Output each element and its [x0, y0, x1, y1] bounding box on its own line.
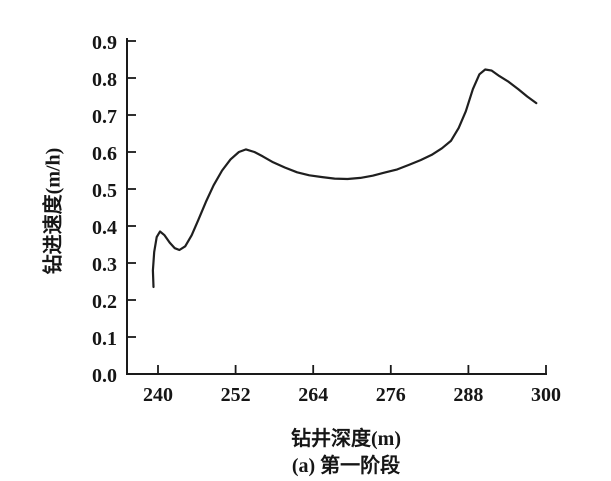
x-axis-label: 钻井深度(m) [291, 428, 401, 450]
x-tick-label: 240 [143, 384, 173, 406]
x-tick-label: 252 [220, 384, 251, 406]
x-tick-label: 264 [298, 384, 329, 406]
y-tick-label: 0.5 [92, 180, 117, 202]
figure-caption: (a) 第一阶段 [291, 455, 401, 477]
x-tick-label: 288 [453, 384, 484, 406]
x-tick-label: 276 [375, 384, 406, 406]
y-tick-label: 0.2 [92, 291, 117, 313]
y-axis-label: 钻进速度(m/h) [42, 147, 65, 275]
y-tick-label: 0.4 [92, 217, 117, 239]
series-line [151, 68, 538, 289]
y-tick-label: 0.9 [92, 32, 117, 54]
axis-lines [126, 38, 547, 375]
x-tick-label: 300 [531, 384, 561, 406]
y-tick-label: 0.8 [92, 69, 117, 91]
y-tick-label: 0.7 [92, 106, 117, 128]
y-tick-label: 0.1 [92, 328, 117, 350]
y-tick-label: 0.6 [92, 143, 117, 165]
y-tick-label: 0.0 [92, 365, 117, 387]
y-tick-label: 0.3 [92, 254, 117, 276]
